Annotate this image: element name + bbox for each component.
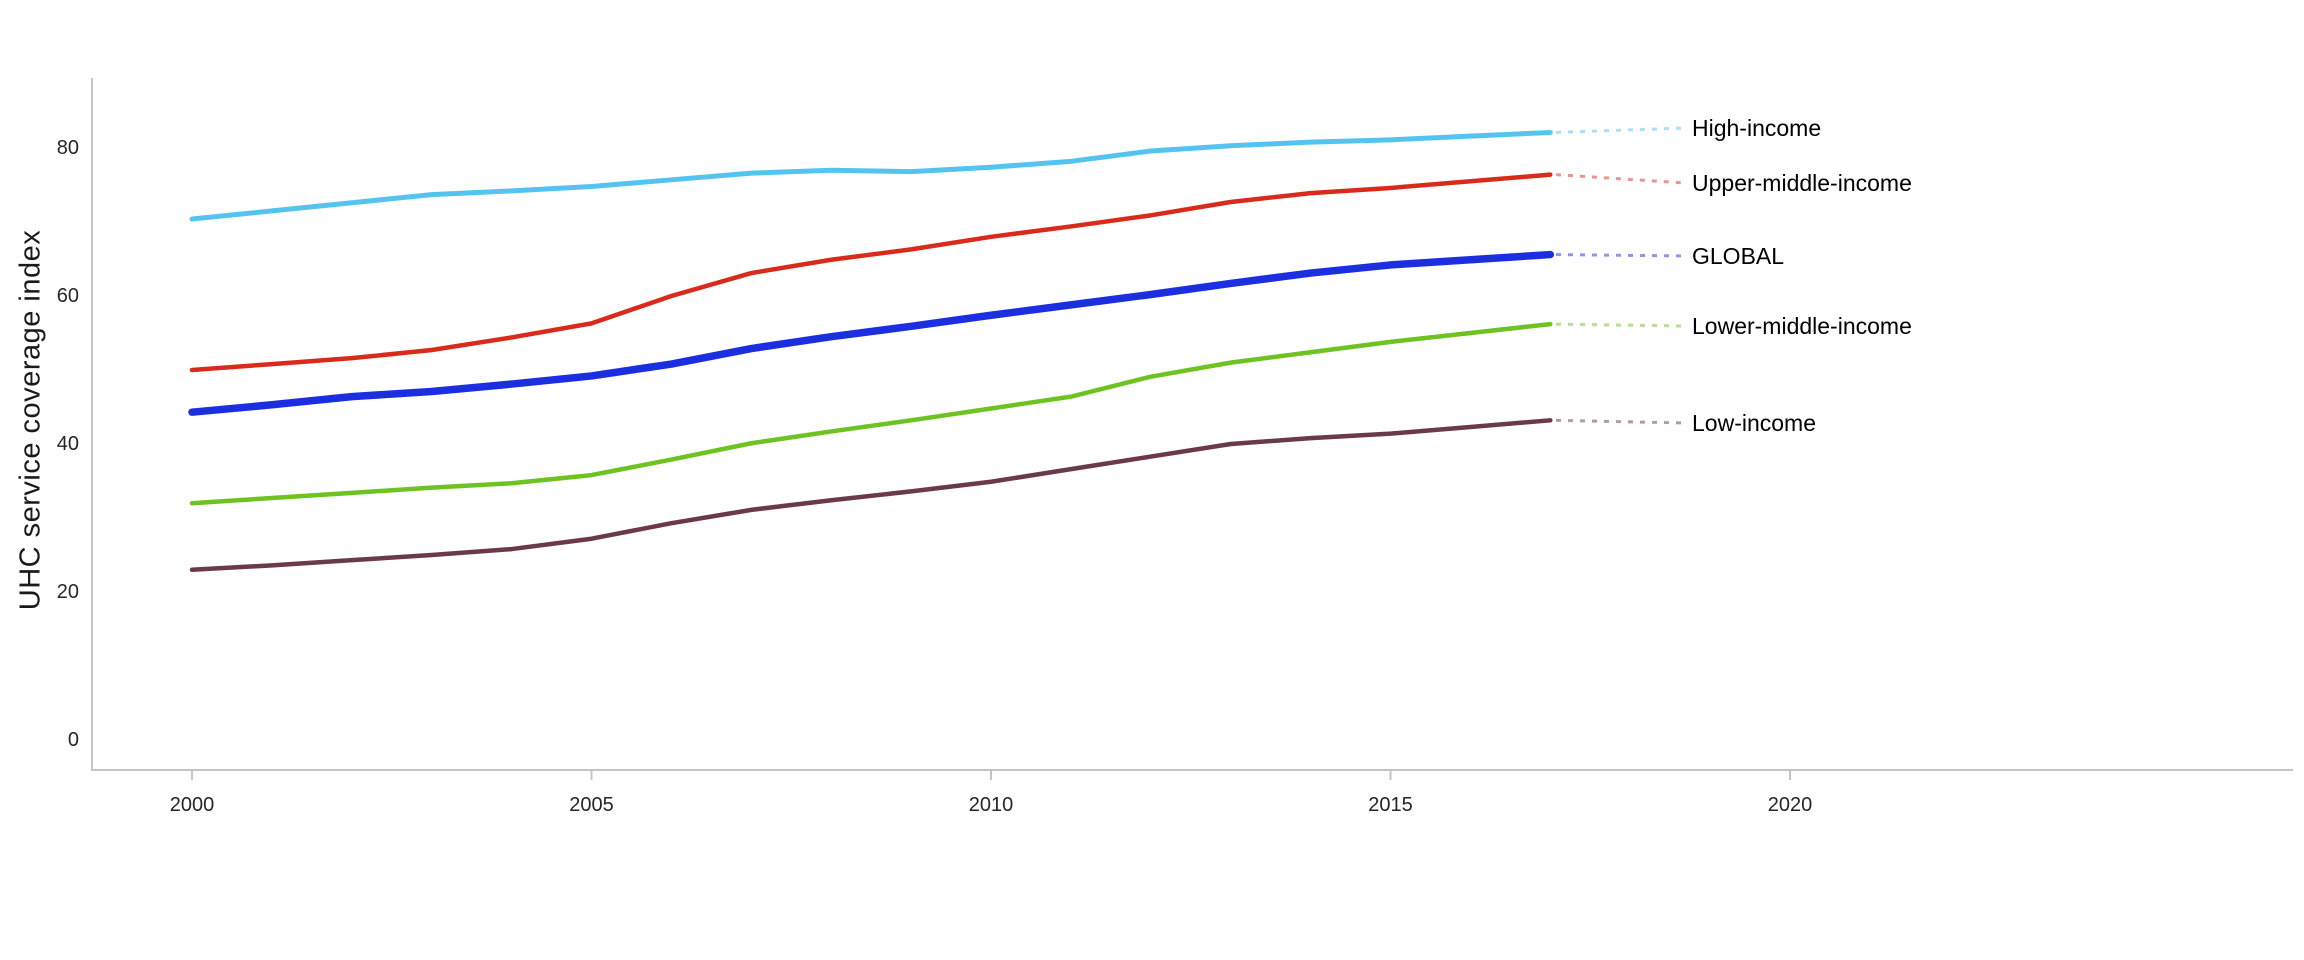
- series-line-global: [188, 250, 1555, 416]
- y-tick-label-40: 40: [56, 433, 79, 455]
- series-leader-dots-global: [1555, 253, 1687, 258]
- series-leader-dots-upper-middle-income: [1555, 173, 1687, 185]
- y-tick-label-0: 0: [67, 729, 79, 751]
- series-label-global: GLOBAL: [1692, 242, 1785, 269]
- x-tick-label-2020: 2020: [1767, 794, 1813, 816]
- series-line-low-income: [189, 418, 1553, 573]
- x-tick-label-2005: 2005: [569, 794, 614, 816]
- series-leader-dots-low-income: [1555, 418, 1687, 425]
- y-tick-label-20: 20: [56, 581, 79, 603]
- series-label-upper-middle-income: Upper-middle-income: [1692, 170, 1912, 197]
- series-line-lower-middle-income: [189, 321, 1553, 506]
- x-tick-label-2010: 2010: [968, 794, 1014, 816]
- series-line-upper-middle-income: [189, 172, 1553, 373]
- x-tick-label-2000: 2000: [169, 794, 215, 816]
- series-label-high-income: High-income: [1692, 114, 1822, 141]
- x-tick-label-2015: 2015: [1368, 794, 1413, 816]
- y-tick-label-60: 60: [56, 285, 79, 307]
- y-tick-label-80: 80: [56, 137, 79, 159]
- series-line-high-income: [189, 129, 1553, 222]
- series-label-lower-middle-income: Lower-middle-income: [1692, 313, 1912, 340]
- series-leader-dots-lower-middle-income: [1555, 322, 1687, 328]
- series-leader-dots-high-income: [1555, 126, 1687, 134]
- series-label-low-income: Low-income: [1692, 410, 1816, 437]
